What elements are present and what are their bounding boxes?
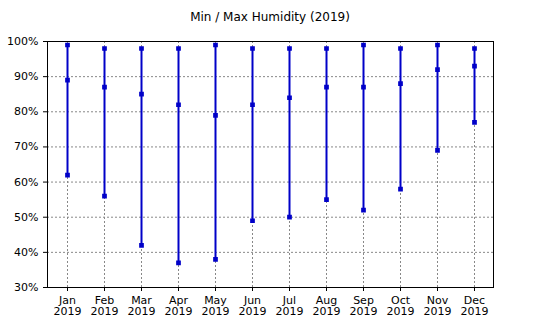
html-text:Min / Max Humidity (2019): Min / Max Humidity (2019) <box>190 10 350 24</box>
svg-text:Jul2019: Jul2019 <box>276 294 304 318</box>
svg-text:90%: 90% <box>14 70 38 83</box>
svg-text:Dec2019: Dec2019 <box>461 294 489 318</box>
svg-text:70%: 70% <box>14 140 38 153</box>
svg-text:100%: 100% <box>7 35 38 48</box>
svg-text:May2019: May2019 <box>202 294 230 318</box>
svg-text:Nov2019: Nov2019 <box>424 294 452 318</box>
svg-text:Feb2019: Feb2019 <box>91 294 119 318</box>
svg-text:80%: 80% <box>14 105 38 118</box>
svg-text:30%: 30% <box>14 281 38 294</box>
svg-text:60%: 60% <box>14 176 38 189</box>
svg-text:50%: 50% <box>14 211 38 224</box>
svg-text:Aug2019: Aug2019 <box>313 294 341 318</box>
svg-text:Jan2019: Jan2019 <box>54 294 82 318</box>
svg-text:Apr2019: Apr2019 <box>165 294 193 318</box>
svg-text:Jun2019: Jun2019 <box>239 294 267 318</box>
svg-text:40%: 40% <box>14 246 38 259</box>
svg-text:Mar2019: Mar2019 <box>128 294 156 318</box>
svg-text:Oct2019: Oct2019 <box>387 294 415 318</box>
svg-text:Sep2019: Sep2019 <box>350 294 378 318</box>
